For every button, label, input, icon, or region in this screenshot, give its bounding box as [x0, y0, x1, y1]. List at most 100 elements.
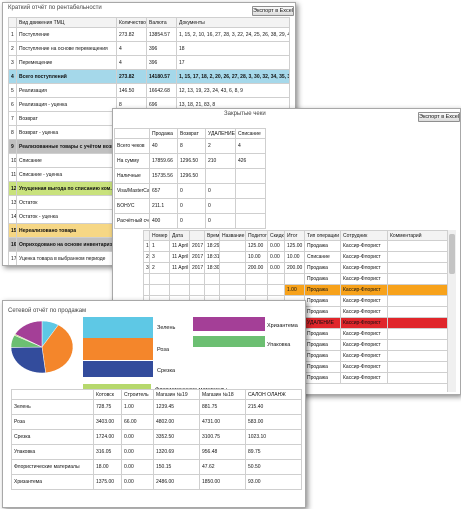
summary-row: На сумму 17859.66 1296.50 210 426 [114, 153, 266, 169]
table-row[interactable]: 3 Перемещение 4 396 17 [8, 55, 290, 70]
cell-n: 3 [8, 55, 17, 70]
cell-comm [387, 350, 448, 362]
cell-comm [387, 339, 448, 351]
cell-docs: 1, 15, 17, 18, 2, 20, 26, 27, 28, 3, 30,… [176, 69, 290, 84]
receipts-summary-table: Продажа Возврат УДАЛЕНИЕ Списание Всего чек… [114, 128, 266, 229]
receipt-row[interactable]: 3 2 11 April 2017 18:30 200.00 0.00 200.00 Прода… [143, 262, 448, 274]
column-header: Количество [116, 17, 147, 28]
summary-cell: Наличные [114, 168, 150, 184]
pie-slice-1 [41, 324, 74, 374]
receipt-row[interactable]: Продажа Кассир-Флорист [143, 273, 448, 285]
cell-emp: Кассир-Флорист [340, 372, 388, 384]
cell-date: 11 April [169, 240, 190, 252]
sales-cell: 3100.75 [199, 429, 246, 445]
details-scrollbar[interactable] [447, 230, 456, 392]
column-header: Время [204, 230, 220, 241]
summary-cell: 0 [177, 213, 206, 229]
cell-name: Перемещение [16, 55, 117, 70]
cell-name: Реализация - уценка [16, 97, 117, 112]
cell-emp: Кассир-Флорист [340, 350, 388, 362]
cell-type: Продажа [304, 328, 341, 340]
export-excel-button[interactable]: Экспорт в Excel [418, 112, 460, 122]
summary-cell [235, 168, 266, 184]
cell-name [219, 240, 246, 252]
cell-name: Остаток - уценка [16, 209, 117, 224]
cell-date [169, 284, 190, 296]
summary-cell: Visa/MasterCard [114, 183, 150, 199]
column-header: Номер [149, 230, 170, 241]
cell-disc: 0.00 [267, 251, 285, 263]
legend-label-1: Роза [157, 347, 170, 353]
summary-cell: 211.1 [149, 198, 178, 214]
cell-comm [387, 251, 448, 263]
cell-val: 14180.57 [146, 69, 177, 84]
cell-n [149, 284, 170, 296]
cell-total: 10.00 [284, 251, 305, 263]
cell-emp: Кассир-Флорист [340, 273, 388, 285]
cell-date [169, 273, 190, 285]
sales-cell: Зелень [11, 399, 94, 415]
summary-cell: На сумму [114, 153, 150, 169]
summary-cell [235, 183, 266, 199]
cell-type: Продажа [304, 284, 341, 296]
sales-cell: 1724.00 [93, 429, 122, 445]
table-row[interactable]: 4 Всего поступлений 273.82 14180.57 1, 15, 1… [8, 69, 290, 84]
summary-cell: 1296.50 [177, 153, 206, 169]
cell-docs: 12, 13, 19, 23, 24, 43, 6, 8, 9 [176, 83, 290, 98]
receipt-row[interactable]: 1 1 11 April 2017 18:29 125.00 0.00 125.00 Прода… [143, 240, 448, 252]
table-row[interactable]: 1 Поступление 273.82 13854.57 1, 15, 2, 10, … [8, 27, 290, 42]
sales-cell: 3352.50 [153, 429, 200, 445]
column-header: Название [219, 230, 246, 241]
cell-n: 14 [8, 209, 17, 224]
scroll-thumb[interactable] [449, 234, 455, 274]
cell-comm [387, 273, 448, 285]
cell-val: 396 [146, 55, 177, 70]
cell-time: 18:31 [204, 251, 220, 263]
sales-cell: 1023.10 [245, 429, 302, 445]
column-header: Документы [176, 17, 290, 28]
legend-bar-2 [83, 361, 153, 377]
cell-total: 1.00 [284, 284, 305, 296]
column-header: Магазин №18 [199, 389, 246, 400]
receipt-row[interactable]: 2 3 11 April 2017 18:31 10.00 0.00 10.00 Списани… [143, 251, 448, 263]
cell-qty: 273.82 [116, 69, 147, 84]
sales-cell: Упаковка [11, 444, 94, 460]
cell-emp: Кассир-Флорист [340, 306, 388, 318]
cell-name: Списание [16, 153, 117, 168]
cell-n: 1 [149, 240, 170, 252]
cell-emp: Кассир-Флорист [340, 317, 388, 329]
summary-cell: 210 [205, 153, 236, 169]
table-row[interactable]: 5 Реализация 146.50 16642.68 12, 13, 19, 23,… [8, 83, 290, 98]
column-header: Валюта [146, 17, 177, 28]
summary-cell: 15735.56 [149, 168, 178, 184]
legend-bar-0 [83, 317, 153, 339]
sales-cell: 89.75 [245, 444, 302, 460]
cell-n: 4 [8, 69, 17, 84]
cell-comm [387, 284, 448, 296]
cell-year: 2017 [189, 251, 205, 263]
column-header: УДАЛЕНИЕ [205, 128, 236, 139]
sales-pie-chart [10, 320, 74, 374]
sales-cell: 0.00 [121, 474, 154, 490]
cell-qty: 273.82 [116, 27, 147, 42]
cell-emp: Кассир-Флорист [340, 240, 388, 252]
receipt-row[interactable]: 1.00 Продажа Кассир-Флорист [143, 284, 448, 296]
cell-date: 11 April [169, 251, 190, 263]
cell-name: Списание - уценка [16, 167, 117, 182]
legend-bar-4 [193, 317, 265, 331]
column-header: Дата [169, 230, 190, 241]
cell-disc: 0.00 [267, 262, 285, 274]
summary-cell: 4 [235, 138, 266, 154]
sales-cell: 1.00 [121, 399, 154, 415]
cell-name: Поступление [16, 27, 117, 42]
cell-name: Реализованные товары с учётом возврата [16, 139, 117, 154]
cell-year: 2017 [189, 240, 205, 252]
cell-n: 3 [149, 251, 170, 263]
sales-cell: 4802.00 [153, 414, 200, 430]
sales-cell: 66.00 [121, 414, 154, 430]
sales-cell: 50.50 [245, 459, 302, 475]
export-excel-button[interactable]: Экспорт в Excel [252, 6, 294, 16]
sales-cell: 316.05 [93, 444, 122, 460]
table-row[interactable]: 2 Поступление на основе перемещения 4 396 18 [8, 41, 290, 56]
cell-n: 16 [8, 237, 17, 252]
